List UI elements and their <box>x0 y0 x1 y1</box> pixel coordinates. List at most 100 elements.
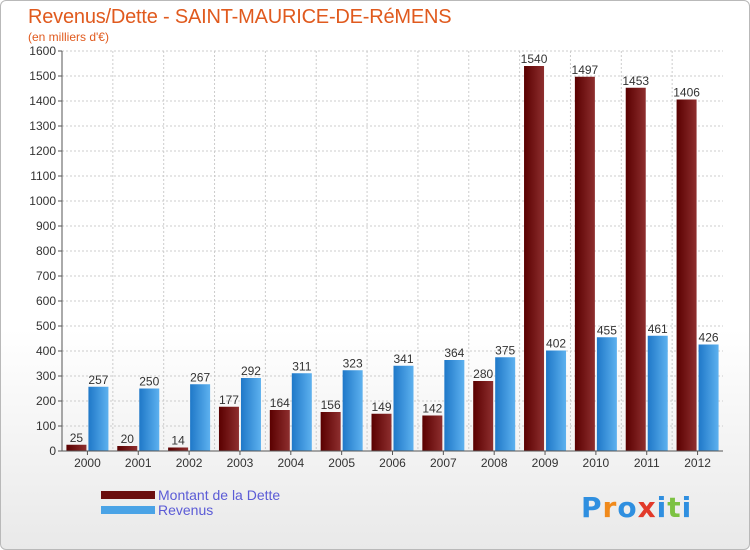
legend-item-dette: Montant de la Dette <box>101 486 281 503</box>
value-label-dette: 177 <box>219 393 239 407</box>
y-tick-label: 1600 <box>29 44 56 58</box>
value-label-dette: 149 <box>371 400 391 414</box>
logo-letter: x <box>637 491 657 524</box>
y-tick-label: 200 <box>36 394 56 408</box>
x-tick-label: 2005 <box>328 456 355 470</box>
bar-dette <box>625 87 646 451</box>
value-label-revenus: 341 <box>393 352 413 366</box>
y-tick-label: 700 <box>36 269 56 283</box>
value-label-dette: 1540 <box>521 52 548 66</box>
value-labels: 25 257 20 250 14 267 177 292 164 311 156 323 149 341 1… <box>70 52 719 448</box>
y-tick-label: 500 <box>36 319 56 333</box>
x-tick-label: 2003 <box>227 456 254 470</box>
y-tick-label: 0 <box>49 444 56 458</box>
bar-revenus <box>444 360 465 451</box>
legend-item-revenus: Revenus <box>101 501 280 518</box>
bar-dette <box>168 447 189 451</box>
bar-revenus <box>190 384 211 451</box>
y-tick-label: 400 <box>36 344 56 358</box>
y-tick-label: 100 <box>36 419 56 433</box>
x-tick-label: 2002 <box>176 456 203 470</box>
value-label-dette: 20 <box>121 432 135 446</box>
x-tick-label: 2000 <box>74 456 101 470</box>
x-tick-label: 2011 <box>634 456 660 470</box>
value-label-revenus: 426 <box>699 331 719 345</box>
proxiti-logo: Proxiti <box>581 491 692 524</box>
value-label-dette: 25 <box>70 431 84 445</box>
bar-dette <box>574 76 595 451</box>
value-label-dette: 280 <box>473 367 493 381</box>
x-tick-label: 2004 <box>277 456 304 470</box>
y-tick-label: 300 <box>36 369 56 383</box>
logo-letter: P <box>581 491 603 524</box>
axes: 0 100 200 300 400 500 600 700 800 900 1000 1100 1200… <box>29 44 723 470</box>
bar-revenus <box>546 350 567 451</box>
chart-subtitle: (en milliers d'€) <box>28 30 109 44</box>
x-tick-label: 2006 <box>379 456 406 470</box>
bar-revenus <box>139 388 160 451</box>
x-tick-label: 2010 <box>583 456 610 470</box>
value-label-dette: 1453 <box>622 74 649 88</box>
value-label-revenus: 323 <box>343 356 363 370</box>
value-label-dette: 156 <box>321 398 341 412</box>
y-tick-label: 1200 <box>29 144 56 158</box>
logo-letter: o <box>617 491 638 524</box>
bar-revenus <box>495 357 516 451</box>
legend-swatch-dette <box>101 490 155 499</box>
value-label-dette: 1406 <box>673 86 700 100</box>
legend-label-revenus: Revenus <box>158 501 214 518</box>
y-tick-label: 800 <box>36 244 56 258</box>
bar-dette <box>269 410 290 451</box>
x-tick-label: 2007 <box>430 456 457 470</box>
grid-lines <box>62 50 723 451</box>
bar-revenus <box>240 378 261 451</box>
logo-letter: t <box>667 491 682 524</box>
value-label-dette: 142 <box>422 402 442 416</box>
y-tick-label: 1000 <box>29 194 56 208</box>
bar-dette <box>218 406 239 451</box>
value-label-revenus: 311 <box>292 359 311 373</box>
bar-revenus <box>647 335 668 451</box>
y-tick-label: 600 <box>36 294 56 308</box>
bar-dette <box>66 444 87 451</box>
value-label-revenus: 250 <box>139 375 159 389</box>
bar-dette <box>524 66 545 451</box>
logo-letter: r <box>602 491 618 524</box>
bar-dette <box>473 381 494 451</box>
bar-revenus <box>291 373 312 451</box>
x-tick-label: 2012 <box>684 456 711 470</box>
value-label-revenus: 455 <box>597 323 617 337</box>
y-tick-label: 1300 <box>29 119 56 133</box>
value-label-revenus: 461 <box>648 322 668 336</box>
chart-title: Revenus/Dette - SAINT-MAURICE-DE-RéMENS <box>28 6 452 28</box>
value-label-revenus: 292 <box>241 364 261 378</box>
logo-letter: i <box>656 491 668 524</box>
bar-revenus <box>342 370 363 451</box>
bar-revenus <box>596 337 617 451</box>
x-tick-label: 2008 <box>481 456 508 470</box>
bar-revenus <box>698 344 719 451</box>
y-tick-label: 900 <box>36 219 56 233</box>
bar-dette <box>371 413 392 451</box>
value-label-revenus: 257 <box>88 373 108 387</box>
bar-dette <box>422 415 443 451</box>
bar-revenus <box>393 365 414 451</box>
legend-swatch-revenus <box>101 505 155 514</box>
logo-letter: i <box>681 491 693 524</box>
x-tick-label: 2001 <box>125 456 152 470</box>
value-label-revenus: 267 <box>190 370 210 384</box>
value-label-revenus: 402 <box>546 337 566 351</box>
value-label-revenus: 364 <box>444 346 464 360</box>
x-tick-label: 2009 <box>532 456 559 470</box>
value-label-dette: 164 <box>270 396 290 410</box>
value-label-revenus: 375 <box>495 343 515 357</box>
bar-dette <box>320 412 341 451</box>
legend-label-dette: Montant de la Dette <box>158 486 281 503</box>
value-label-dette: 14 <box>171 434 185 448</box>
value-label-dette: 1497 <box>572 63 599 77</box>
bar-revenus <box>88 386 109 451</box>
bars <box>66 66 719 451</box>
y-tick-label: 1500 <box>29 69 56 83</box>
